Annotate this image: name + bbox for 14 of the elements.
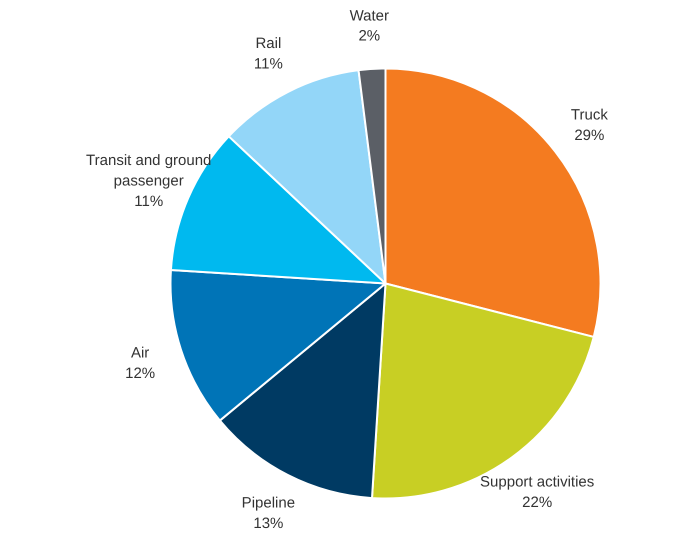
data-label: 11% bbox=[134, 192, 164, 210]
slice-label: Rail bbox=[255, 34, 282, 52]
slice-label: Pipeline bbox=[242, 494, 296, 512]
data-label: 22% bbox=[522, 494, 552, 511]
data-label: 11% bbox=[254, 55, 283, 72]
data-label: 13% bbox=[253, 515, 284, 532]
data-label: 2% bbox=[358, 28, 380, 45]
slice-label: Water bbox=[350, 7, 390, 24]
slice-label: Support activities bbox=[480, 474, 594, 491]
slice-label: Transit and ground passenger bbox=[86, 152, 212, 190]
slice-label: Air bbox=[130, 344, 150, 362]
data-label: 29% bbox=[574, 127, 604, 144]
data-label: 12% bbox=[125, 364, 156, 382]
slice-label: Truck bbox=[570, 106, 608, 124]
